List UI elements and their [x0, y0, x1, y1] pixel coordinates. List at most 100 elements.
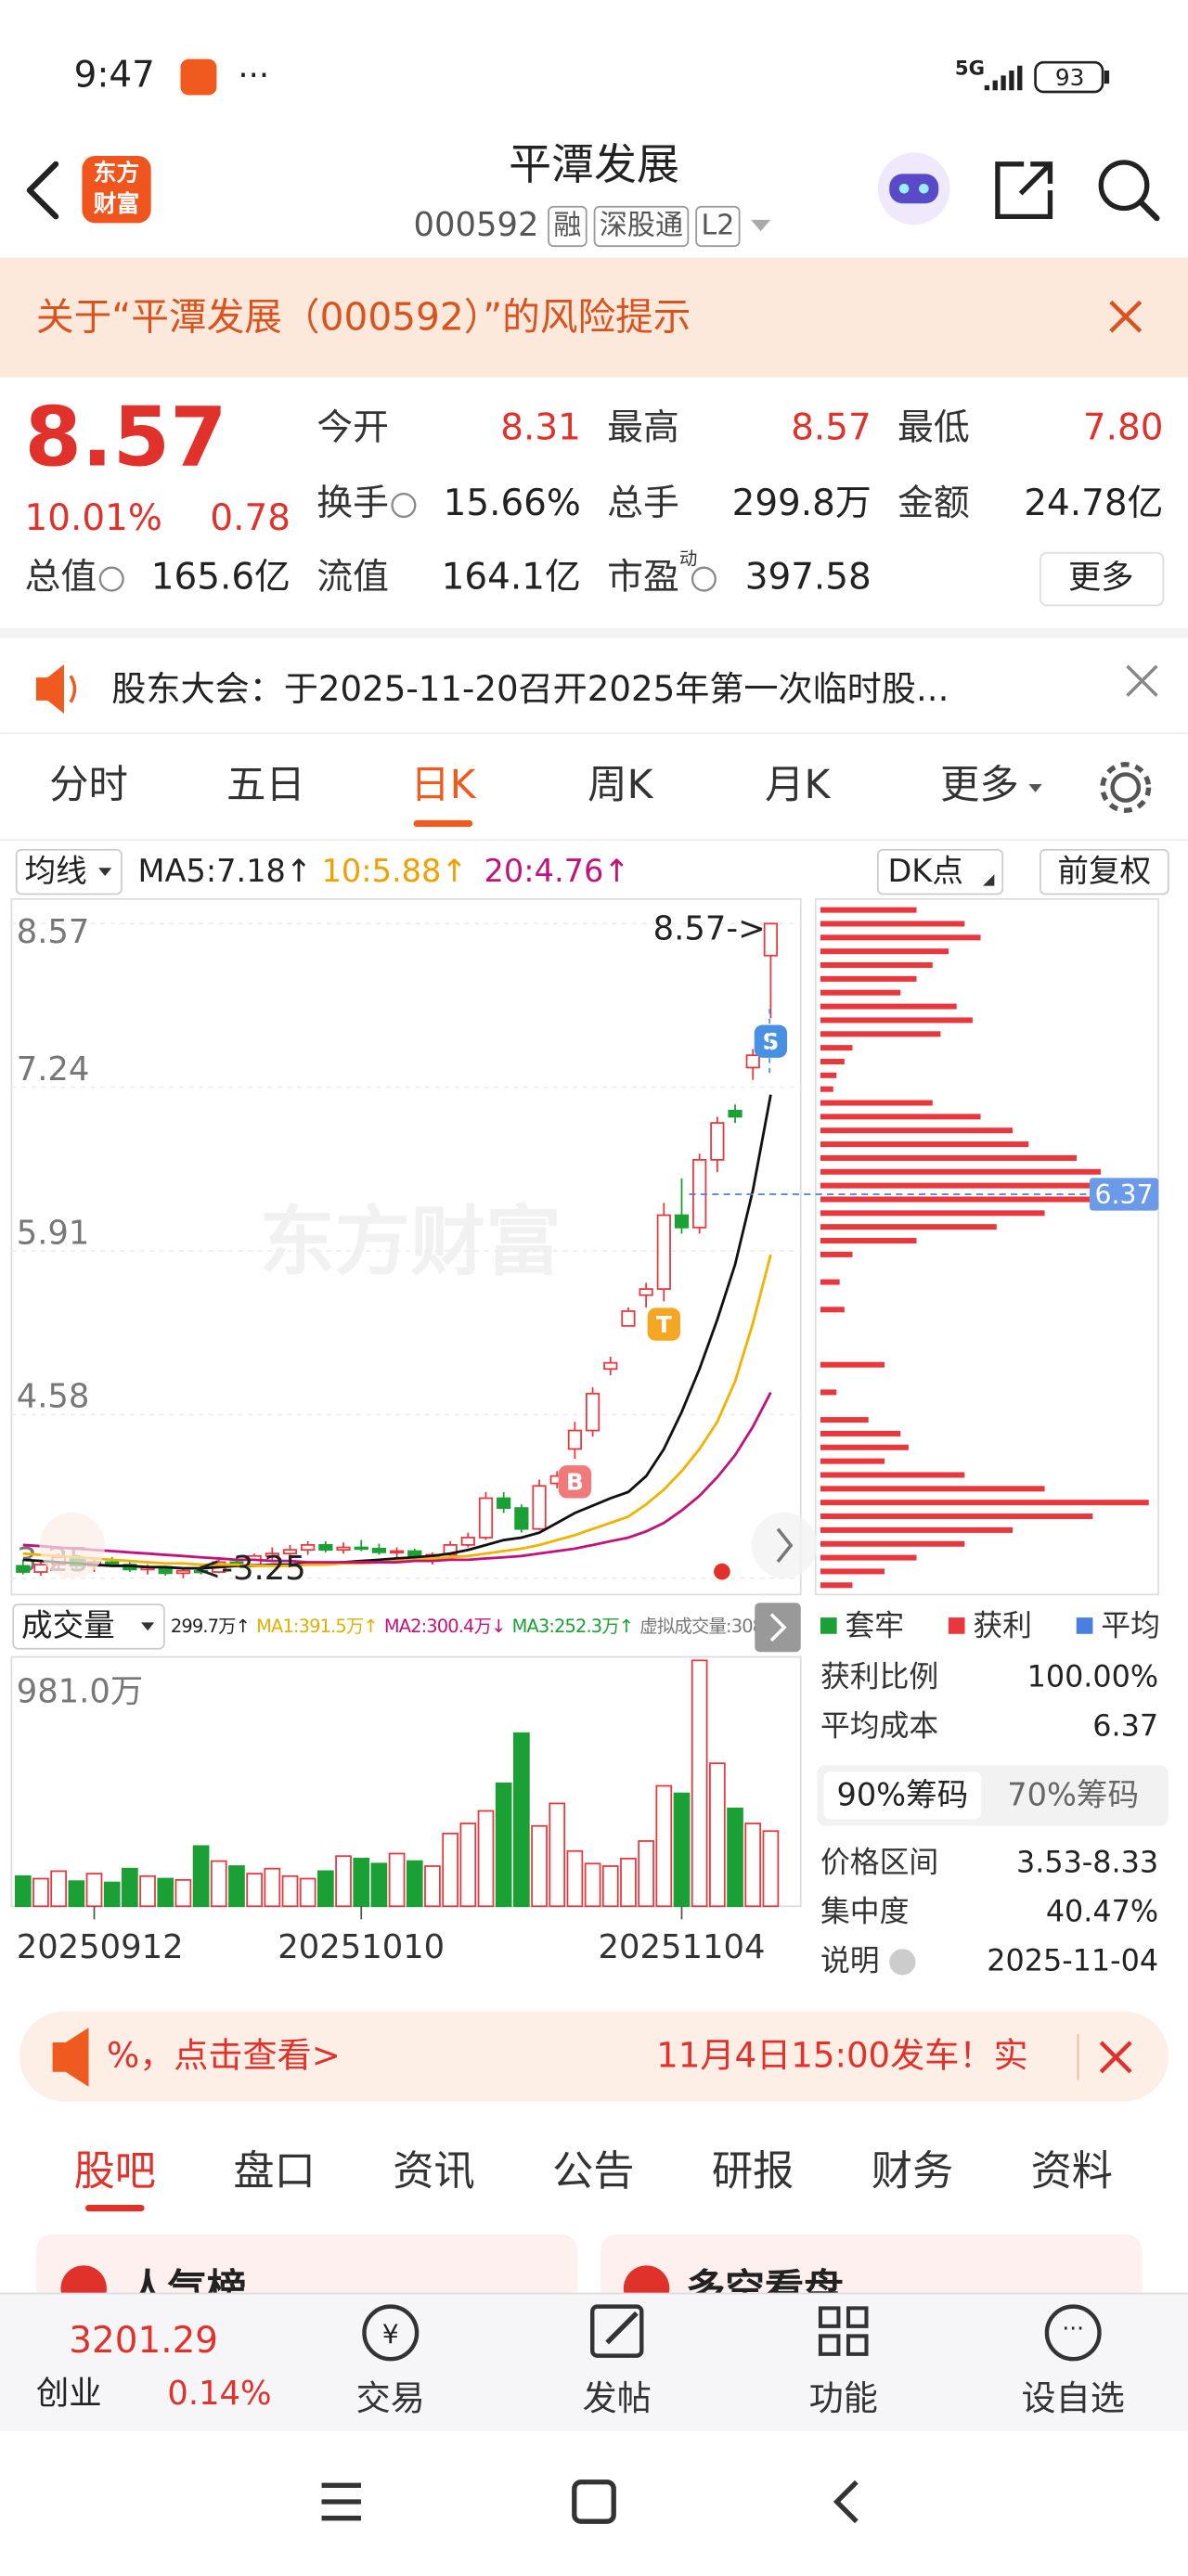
- chip-bar: [820, 1568, 885, 1575]
- index-value[interactable]: 3201.29: [69, 2320, 218, 2362]
- field-value: 8.57: [791, 407, 872, 449]
- period-tab[interactable]: 月K: [765, 763, 831, 808]
- chip-bar: [820, 1058, 845, 1064]
- info-icon[interactable]: [889, 1949, 916, 1976]
- share-button[interactable]: [995, 161, 1053, 220]
- trade-glyph: ¥: [382, 2319, 399, 2350]
- chip-bar: [820, 1154, 1078, 1161]
- info-icon[interactable]: [691, 566, 717, 592]
- robot-face: [889, 174, 939, 204]
- candle-body: [33, 1564, 48, 1573]
- chip-bar: [820, 975, 917, 982]
- content-tab[interactable]: 资料: [1031, 2147, 1113, 2195]
- close-notice[interactable]: [1126, 664, 1158, 697]
- close-banner[interactable]: [1109, 300, 1143, 333]
- period-tab[interactable]: 周K: [588, 763, 653, 808]
- more-button[interactable]: [1039, 551, 1165, 607]
- volume-bar: [370, 1862, 388, 1908]
- dk-button[interactable]: [876, 848, 1004, 895]
- volume-bar: [744, 1823, 762, 1908]
- stock-name: 平潭发展: [509, 139, 679, 189]
- chip-tab[interactable]: 90%筹码: [836, 1776, 968, 1812]
- chip-bar: [820, 1554, 917, 1561]
- notice-text[interactable]: 股东大会：于2025-11-20召开2025年第一次临时股...: [111, 669, 949, 709]
- back-key[interactable]: [833, 2479, 859, 2524]
- ad-banner[interactable]: [19, 2011, 1169, 2102]
- info-icon[interactable]: [391, 492, 417, 519]
- period-tab[interactable]: 更多: [940, 763, 1019, 808]
- tag-label: L2: [701, 209, 734, 241]
- post-icon[interactable]: [590, 2304, 644, 2358]
- settings-button[interactable]: [1110, 772, 1142, 803]
- function-icon[interactable]: [818, 2306, 869, 2356]
- chip-bar: [820, 1430, 901, 1436]
- content-tab[interactable]: 盘口: [233, 2147, 315, 2195]
- chip-bar: [820, 1540, 965, 1547]
- volume-bar: [477, 1810, 495, 1908]
- candle-body: [621, 1310, 636, 1327]
- legend-swatch: [820, 1617, 837, 1634]
- period-tab[interactable]: 五日: [226, 763, 305, 808]
- volume-bar: [531, 1824, 548, 1908]
- candle-body: [301, 1543, 316, 1552]
- candle-body: [389, 1550, 405, 1554]
- content-tabs: 股吧 盘口 资讯 公告 研报 财务 资料: [74, 2147, 1113, 2212]
- chip-bar: [820, 1017, 973, 1024]
- signal-label: S: [762, 1028, 779, 1055]
- nav-label[interactable]: 设自选: [1022, 2378, 1125, 2418]
- volume-select[interactable]: [12, 1604, 165, 1650]
- chip-bar: [820, 1182, 1125, 1189]
- close-ad[interactable]: [1099, 2041, 1132, 2074]
- search-button[interactable]: [1098, 160, 1150, 212]
- adjust-button[interactable]: [1039, 848, 1169, 895]
- home-key[interactable]: [572, 2479, 616, 2524]
- caret[interactable]: [751, 219, 771, 232]
- chip-detail-value: 2025-11-04: [987, 1942, 1158, 1977]
- content-tab[interactable]: 财务: [872, 2147, 953, 2195]
- average-label: 6.37: [1095, 1179, 1154, 1210]
- candle-body: [175, 1569, 191, 1575]
- next-button[interactable]: [751, 1512, 818, 1578]
- post-pen: [605, 2311, 639, 2345]
- watchlist-icon[interactable]: [1044, 2304, 1102, 2362]
- prev-button[interactable]: [39, 1512, 106, 1578]
- chip-bar: [820, 1472, 965, 1478]
- chip-detail-value: 3.53-8.33: [1016, 1844, 1158, 1879]
- expand-button[interactable]: [755, 1603, 801, 1653]
- back-button[interactable]: [26, 161, 59, 220]
- nav-items: 交易 发帖 功能 设自选: [356, 2378, 1125, 2418]
- time: 9:47: [74, 55, 155, 97]
- field-value: 164.1亿: [442, 557, 581, 599]
- chip-bar: [820, 1500, 1149, 1506]
- chip-stat-label: 平均成本: [820, 1708, 938, 1744]
- field-label: 换手: [316, 483, 389, 524]
- risk-banner[interactable]: [0, 257, 1188, 378]
- info-icon[interactable]: [98, 566, 124, 592]
- candle-body: [603, 1361, 618, 1371]
- menu-key[interactable]: [321, 2482, 361, 2521]
- volume-bar: [673, 1792, 691, 1908]
- period-tab[interactable]: 日K: [410, 763, 476, 808]
- content-tab[interactable]: 公告: [552, 2147, 634, 2195]
- content-tab[interactable]: 研报: [712, 2147, 794, 2195]
- nav-label[interactable]: 交易: [356, 2378, 425, 2418]
- volume-bar: [264, 1867, 281, 1908]
- period-tab[interactable]: 分时: [49, 763, 128, 808]
- volume-bar: [299, 1877, 316, 1908]
- nav-label[interactable]: 发帖: [583, 2378, 652, 2418]
- candle-body: [354, 1546, 368, 1551]
- volume-chart: 981.0万 20250912 20251010 20251104: [14, 1659, 780, 1966]
- tag-label: 融: [553, 209, 581, 241]
- caret: [1028, 784, 1042, 792]
- content-tab[interactable]: 资讯: [393, 2147, 474, 2195]
- nav-label[interactable]: 功能: [809, 2378, 878, 2418]
- chip-bar: [820, 1238, 917, 1244]
- volume-bar: [442, 1832, 458, 1908]
- battery-tip: [1104, 71, 1110, 84]
- chip-bar: [820, 962, 933, 969]
- ma-select[interactable]: [15, 848, 123, 895]
- chip-tab[interactable]: 70%筹码: [1007, 1776, 1139, 1812]
- trade-icon[interactable]: [362, 2304, 420, 2362]
- chip-bar: [820, 1526, 1014, 1533]
- content-tab[interactable]: 股吧: [74, 2147, 156, 2195]
